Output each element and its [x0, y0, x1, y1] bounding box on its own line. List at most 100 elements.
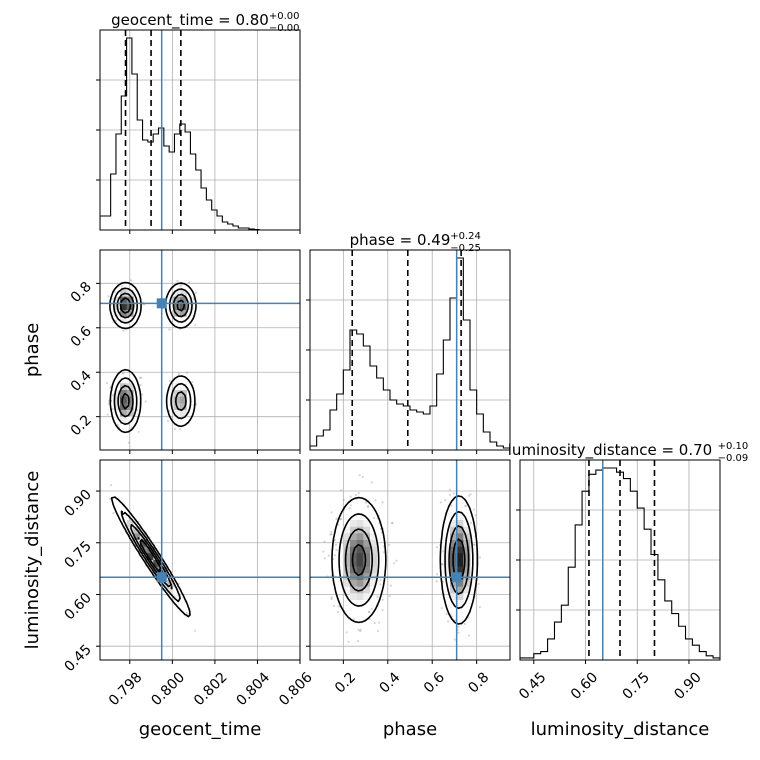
title-upper-error: +0.00: [269, 11, 300, 22]
sample-point: [372, 516, 376, 520]
density-cell: [343, 540, 351, 547]
sample-point: [472, 543, 476, 546]
density-cell: [456, 513, 464, 521]
density-cell: [463, 526, 471, 534]
histogram-luminosity_distance: [520, 460, 720, 660]
histogram-bar: [111, 174, 116, 230]
histogram-bar: [323, 430, 330, 450]
y-axis-label-luminosity_distance: luminosity_distance: [22, 471, 43, 650]
histogram-bar: [137, 120, 142, 230]
sample-point: [333, 539, 336, 542]
density-cell: [120, 410, 127, 417]
histogram-bar: [105, 216, 110, 230]
density-cell: [463, 560, 471, 567]
density-cell: [356, 593, 364, 601]
sample-point: [333, 554, 336, 557]
y-axis-label-phase: phase: [22, 323, 43, 377]
sample-point: [329, 533, 332, 536]
density-cell: [126, 296, 134, 304]
density-cell: [120, 376, 127, 384]
sample-point: [337, 523, 340, 526]
density-cell: [463, 520, 471, 527]
truth-marker: [451, 572, 462, 583]
density-cell: [180, 310, 187, 317]
density-cell: [173, 396, 181, 404]
sample-point: [457, 631, 460, 634]
y-tick-label: 0.90: [61, 487, 94, 520]
sample-point: [347, 640, 350, 643]
density-cell: [180, 410, 187, 417]
x-tick-label: 0.8: [465, 669, 492, 696]
histogram-bar: [217, 216, 222, 230]
density-cell: [350, 593, 357, 601]
density-cell: [336, 553, 344, 561]
sample-point: [127, 441, 130, 444]
sample-point: [110, 303, 113, 306]
sample-point: [465, 504, 468, 507]
x-tick-label: 0.6: [421, 669, 448, 696]
density-panel-luminosity_distance_vs_geocent_time: [100, 460, 301, 660]
histogram-bar: [390, 400, 397, 450]
histogram-bar: [343, 370, 350, 450]
density-cell: [180, 396, 187, 404]
histogram-bar: [357, 334, 364, 450]
histogram-bar: [644, 529, 651, 660]
density-cell: [173, 593, 181, 601]
density-cell: [173, 410, 181, 417]
x-tick-label: 0.800: [148, 669, 188, 709]
histogram-bar: [548, 639, 555, 660]
density-cell: [126, 316, 134, 324]
x-tick-label: 0.806: [276, 669, 316, 709]
density-cell: [363, 593, 371, 601]
sample-point: [337, 605, 340, 608]
sample-point: [359, 630, 362, 633]
sample-point: [112, 512, 115, 515]
density-cell: [363, 553, 371, 561]
histogram-bar: [450, 298, 457, 450]
sample-point: [368, 610, 371, 614]
density-cell: [180, 316, 187, 324]
density-luminosity_distance_vs_geocent_time: [108, 484, 197, 632]
sample-point: [457, 625, 460, 628]
density-cell: [463, 546, 471, 554]
histogram-step-geocent_time: [100, 37, 260, 230]
density-cell: [120, 310, 127, 317]
sample-point: [173, 427, 176, 430]
sample-point: [376, 629, 380, 633]
density-cell: [180, 403, 187, 411]
sample-point: [441, 550, 444, 553]
histogram-bar: [623, 479, 630, 660]
y-tick-label: 0.2: [68, 412, 95, 439]
title-upper-error: +0.24: [450, 231, 481, 242]
density-cell: [186, 303, 194, 311]
density-cell: [356, 533, 364, 541]
sample-point: [370, 481, 373, 484]
histogram-bar: [490, 442, 497, 450]
sample-point: [381, 609, 384, 612]
sample-point: [107, 402, 110, 405]
sample-point: [120, 285, 124, 288]
sample-point: [334, 543, 338, 546]
density-cell: [343, 580, 351, 587]
density-cell: [450, 533, 457, 541]
sample-point: [177, 372, 180, 375]
x-tick-label: 0.4: [376, 669, 403, 696]
histogram-bar: [672, 614, 679, 660]
sample-point: [357, 628, 360, 631]
histogram-bar: [350, 330, 357, 450]
density-cell: [126, 416, 134, 424]
sample-point: [452, 492, 455, 495]
histogram-bar: [589, 474, 596, 660]
histogram-bar: [363, 346, 370, 450]
histogram-bar: [190, 154, 195, 230]
sample-point: [141, 393, 144, 396]
x-tick-label: 0.798: [106, 669, 146, 709]
density-cell: [113, 396, 121, 404]
sample-point: [194, 291, 197, 294]
density-cell: [356, 580, 364, 587]
histogram-bar: [330, 410, 337, 450]
sample-point: [111, 394, 115, 397]
sample-point: [464, 505, 467, 508]
density-cell: [363, 520, 371, 527]
density-cell: [370, 566, 377, 574]
